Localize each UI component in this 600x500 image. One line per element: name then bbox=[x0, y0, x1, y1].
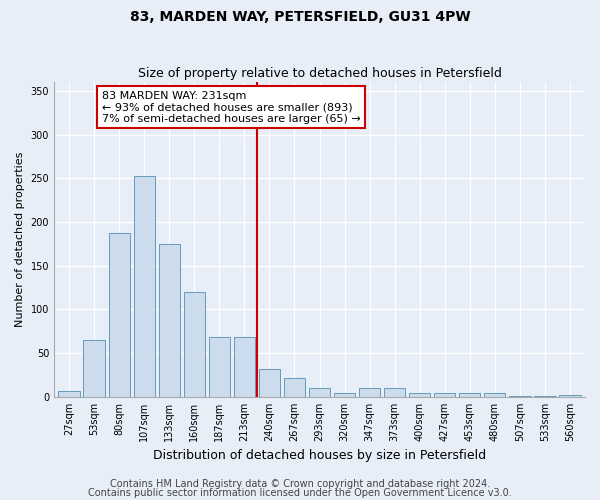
Text: Contains HM Land Registry data © Crown copyright and database right 2024.: Contains HM Land Registry data © Crown c… bbox=[110, 479, 490, 489]
Bar bbox=[184, 292, 205, 397]
Bar bbox=[534, 396, 556, 397]
Bar bbox=[459, 392, 481, 397]
Title: Size of property relative to detached houses in Petersfield: Size of property relative to detached ho… bbox=[137, 66, 502, 80]
Y-axis label: Number of detached properties: Number of detached properties bbox=[15, 152, 25, 327]
Bar bbox=[134, 176, 155, 397]
Bar bbox=[284, 378, 305, 397]
Bar bbox=[359, 388, 380, 397]
Bar bbox=[409, 394, 430, 397]
Bar bbox=[509, 396, 530, 397]
Text: 83, MARDEN WAY, PETERSFIELD, GU31 4PW: 83, MARDEN WAY, PETERSFIELD, GU31 4PW bbox=[130, 10, 470, 24]
X-axis label: Distribution of detached houses by size in Petersfield: Distribution of detached houses by size … bbox=[153, 450, 486, 462]
Bar bbox=[484, 392, 505, 397]
Bar bbox=[58, 391, 80, 397]
Bar bbox=[259, 369, 280, 397]
Bar bbox=[559, 395, 581, 397]
Bar bbox=[434, 394, 455, 397]
Bar bbox=[234, 338, 255, 397]
Bar bbox=[309, 388, 330, 397]
Bar bbox=[83, 340, 105, 397]
Bar bbox=[334, 392, 355, 397]
Text: Contains public sector information licensed under the Open Government Licence v3: Contains public sector information licen… bbox=[88, 488, 512, 498]
Text: 83 MARDEN WAY: 231sqm
← 93% of detached houses are smaller (893)
7% of semi-deta: 83 MARDEN WAY: 231sqm ← 93% of detached … bbox=[101, 91, 361, 124]
Bar bbox=[109, 234, 130, 397]
Bar bbox=[384, 388, 406, 397]
Bar bbox=[158, 244, 180, 397]
Bar bbox=[209, 338, 230, 397]
